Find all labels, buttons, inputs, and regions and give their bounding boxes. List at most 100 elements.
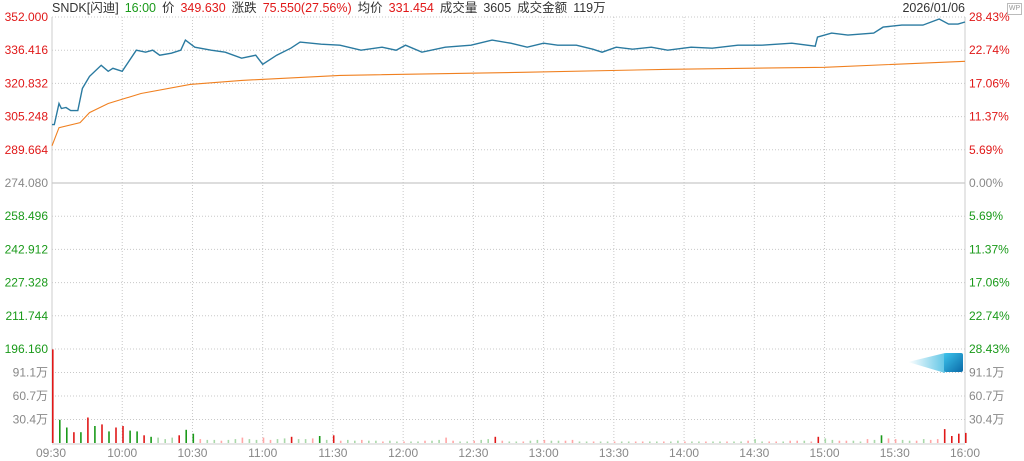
volume-bar: [339, 440, 342, 443]
volume-bar: [347, 439, 349, 443]
volume-label: 成交量: [439, 1, 478, 15]
y-tick-left: 242.912: [5, 242, 49, 256]
y-tick-right: 17.06%: [969, 76, 1010, 90]
quote-time: 16:00: [124, 1, 156, 15]
volume-bar: [410, 441, 412, 443]
volume-bar: [958, 433, 960, 443]
volume-bar: [368, 440, 370, 443]
volume-bar: [768, 441, 770, 443]
average-line: [51, 60, 966, 146]
x-tick: 14:30: [739, 446, 769, 460]
volume-bar: [929, 439, 932, 443]
y-tick-right: 28.43%: [969, 342, 1010, 356]
volume-bar: [480, 439, 482, 443]
volume-bar: [803, 440, 806, 443]
volume-bar: [831, 439, 834, 443]
volume-bar: [663, 441, 665, 443]
volume-bar: [508, 441, 511, 443]
volume-bar: [684, 441, 686, 443]
volume-bar: [529, 440, 532, 443]
wp-badge-icon[interactable]: WP: [1007, 3, 1022, 15]
volume-value: 3605: [483, 1, 512, 15]
y-tick-right: 11.37%: [969, 242, 1009, 256]
avg-value: 331.454: [388, 1, 434, 15]
volume-bar: [873, 439, 876, 443]
volume-bar: [817, 436, 820, 443]
volume-bar: [234, 439, 237, 443]
x-tick: 09:30: [36, 446, 66, 460]
volume-bar: [719, 441, 721, 443]
volume-bar: [487, 439, 489, 443]
y-tick-left: 336.416: [5, 43, 49, 57]
volume-bar: [150, 436, 152, 443]
y-tick-left: 274.080: [5, 176, 49, 190]
volume-bar: [838, 440, 841, 443]
volume-bars: [52, 349, 967, 443]
volume-bar: [543, 439, 546, 443]
volume-bar: [901, 439, 904, 443]
x-tick: 13:30: [599, 446, 629, 460]
volume-bar: [592, 441, 595, 443]
volume-bar: [178, 435, 180, 443]
volume-bar: [620, 441, 623, 443]
volume-bar: [445, 437, 447, 443]
volume-bar: [59, 419, 61, 443]
volume-bar: [852, 440, 855, 443]
volume-bar: [241, 437, 244, 443]
volume-bar: [965, 432, 967, 443]
volume-bar: [164, 439, 166, 443]
volume-bar: [733, 441, 735, 443]
amount-value: 119万: [573, 1, 606, 15]
volume-bar: [73, 432, 75, 443]
volume-bar: [536, 439, 539, 443]
volume-bar: [143, 435, 145, 443]
volume-bar: [936, 439, 939, 443]
amount-label: 成交金额: [517, 1, 568, 15]
grid: [51, 16, 966, 445]
volume-bar: [866, 439, 869, 443]
volume-bar: [705, 441, 707, 443]
volume-bar: [262, 437, 265, 443]
y-tick-left: 320.832: [5, 76, 49, 90]
volume-bar: [649, 441, 651, 443]
y-tick-right: 22.74%: [969, 43, 1010, 57]
trade-date: 2026/01/06: [902, 1, 965, 15]
volume-bar: [396, 441, 398, 443]
volume-bar: [789, 440, 791, 443]
volume-bar: [199, 439, 202, 443]
volume-bar: [206, 439, 209, 443]
volume-bar: [389, 440, 391, 443]
volume-bar: [220, 440, 223, 443]
volume-bar: [276, 439, 279, 443]
volume-bar: [452, 440, 454, 443]
vol-tick-left: 91.1万: [13, 366, 48, 380]
y-tick-right: 11.37%: [969, 110, 1009, 124]
volume-bar: [670, 441, 672, 443]
volume-bar: [951, 436, 953, 443]
volume-bar: [782, 441, 784, 443]
volume-bar: [641, 441, 644, 443]
volume-bar: [108, 431, 110, 443]
volume-bar: [515, 441, 518, 443]
cube-icon[interactable]: [908, 353, 963, 373]
change-value: 75.550(27.56%): [262, 1, 352, 15]
volume-bar: [318, 436, 321, 443]
volume-bar: [578, 441, 581, 443]
price-value: 349.630: [180, 1, 226, 15]
volume-bar: [677, 440, 679, 443]
volume-bar: [248, 439, 251, 443]
volume-bar: [171, 437, 173, 443]
volume-bar: [417, 441, 419, 443]
y-tick-left: 227.328: [5, 276, 49, 290]
volume-bar: [845, 440, 848, 443]
volume-bar: [747, 440, 749, 443]
y-tick-right: 28.43%: [969, 10, 1010, 24]
x-tick: 14:00: [669, 446, 699, 460]
volume-bar: [501, 440, 504, 443]
volume-bar: [915, 440, 918, 443]
volume-bar: [761, 441, 763, 443]
volume-bar: [52, 349, 54, 443]
volume-bar: [698, 441, 700, 443]
volume-bar: [283, 438, 286, 443]
